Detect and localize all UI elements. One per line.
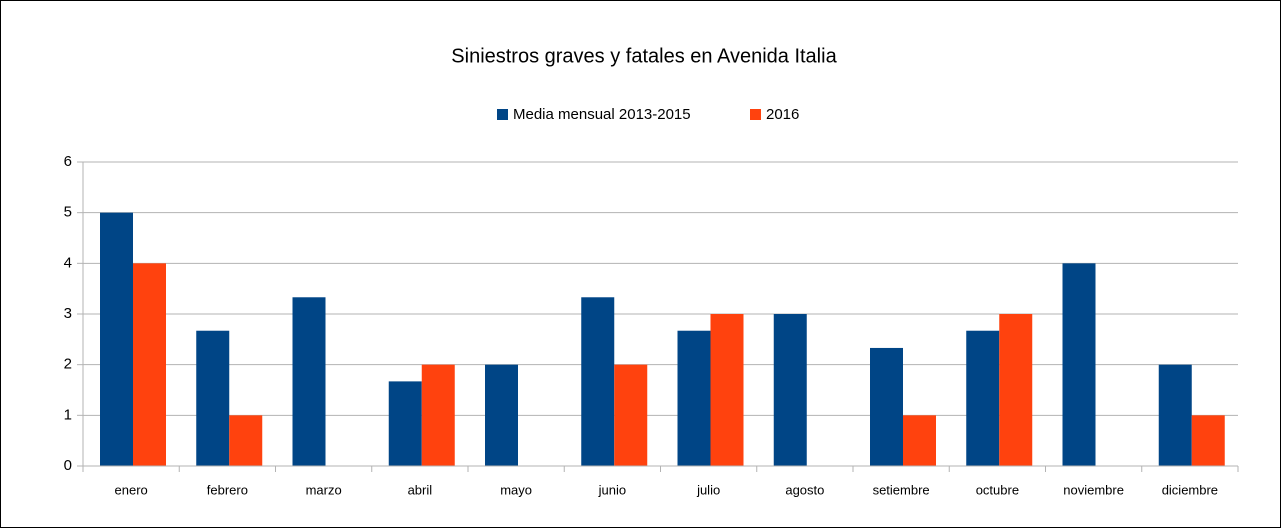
legend-label: 2016 xyxy=(766,106,799,123)
x-tick-label: julio xyxy=(696,482,720,497)
y-tick-label: 1 xyxy=(64,406,72,423)
x-tick-label: enero xyxy=(115,482,148,497)
x-tick-label: febrero xyxy=(207,482,248,497)
bar xyxy=(999,314,1033,466)
bar xyxy=(1158,364,1192,466)
x-tick-label: diciembre xyxy=(1162,482,1218,497)
x-tick-label: abril xyxy=(408,482,433,497)
bar xyxy=(421,364,455,466)
bar xyxy=(870,347,903,466)
bar xyxy=(710,314,744,466)
bar xyxy=(581,297,615,466)
legend-label: Media mensual 2013-2015 xyxy=(513,106,691,123)
y-tick-label: 4 xyxy=(64,254,72,271)
bar xyxy=(485,364,518,466)
x-tick-label: setiembre xyxy=(873,482,930,497)
y-tick-label: 0 xyxy=(64,457,72,474)
bar xyxy=(229,415,263,466)
chart-title: Siniestros graves y fatales en Avenida I… xyxy=(451,45,837,67)
x-tick-label: mayo xyxy=(500,482,532,497)
bar xyxy=(196,330,230,466)
legend-swatch xyxy=(750,109,761,120)
y-tick-label: 5 xyxy=(64,204,72,221)
bar xyxy=(966,330,1000,466)
bar xyxy=(903,415,936,466)
bar xyxy=(1191,415,1225,466)
bar xyxy=(677,330,711,466)
y-tick-label: 2 xyxy=(64,356,72,373)
x-tick-label: junio xyxy=(598,482,626,497)
x-tick-label: agosto xyxy=(785,482,824,497)
bar xyxy=(1062,263,1096,466)
bar xyxy=(388,381,422,466)
legend-swatch xyxy=(497,109,508,120)
bar xyxy=(773,314,807,466)
x-tick-label: marzo xyxy=(306,482,342,497)
x-tick-label: octubre xyxy=(976,482,1019,497)
bar xyxy=(100,212,133,466)
bar xyxy=(614,364,648,466)
x-tick-label: noviembre xyxy=(1063,482,1124,497)
y-tick-label: 6 xyxy=(64,153,72,170)
bar xyxy=(133,263,166,466)
y-tick-label: 3 xyxy=(64,305,72,322)
bar xyxy=(292,297,326,466)
